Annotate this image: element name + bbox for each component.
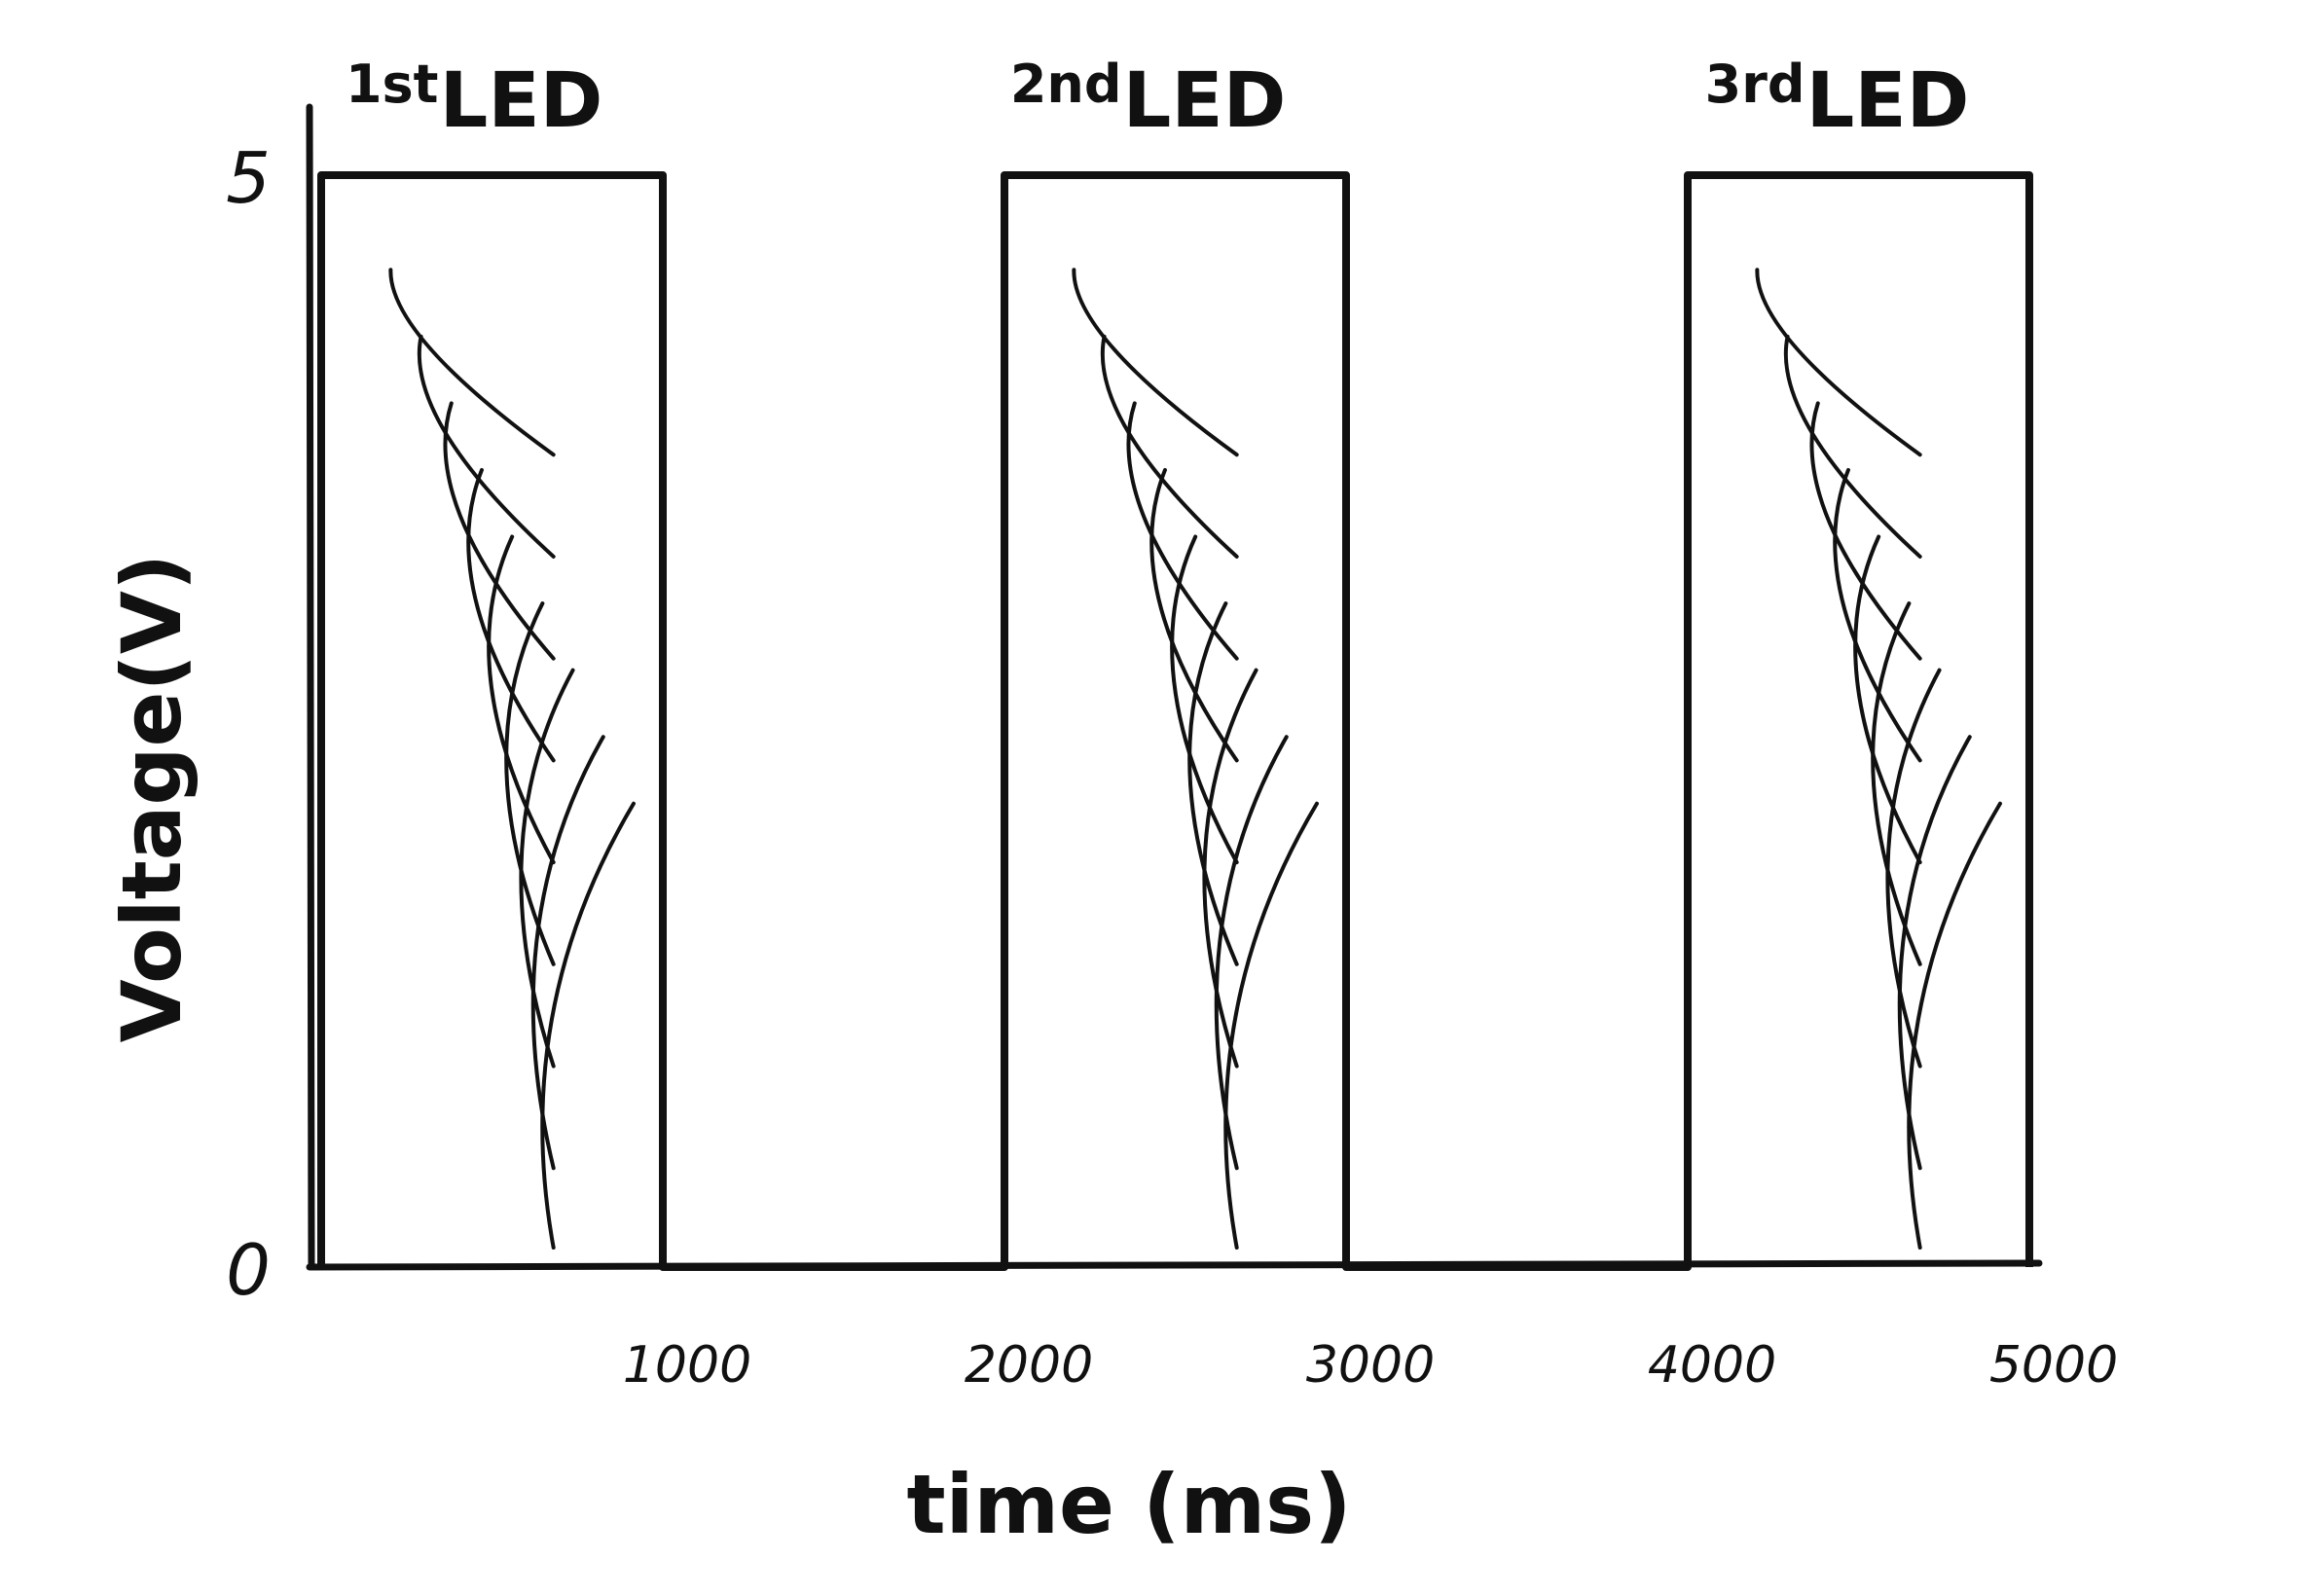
y-tick-label: 5 — [226, 137, 271, 219]
annotation-label: LED — [1806, 57, 1970, 145]
x-tick-label: 3000 — [1306, 1336, 1435, 1395]
x-tick-label: 4000 — [1648, 1336, 1776, 1395]
hatch-stroke — [1074, 270, 1236, 454]
x-tick-label: 5000 — [1989, 1336, 2118, 1395]
hatch-stroke — [1103, 337, 1237, 557]
annotation-ordinal: 1st — [346, 54, 439, 115]
hatch-stroke — [521, 671, 572, 1067]
annotation-ordinal: 3rd — [1705, 54, 1805, 115]
y-axis-label: Voltage(V) — [104, 554, 200, 1043]
annotation-label: LED — [1123, 57, 1287, 145]
hatch-stroke — [542, 804, 634, 1248]
x-axis-label: time (ms) — [907, 1457, 1352, 1552]
hatch-stroke — [1909, 804, 2000, 1248]
hatch-stroke — [419, 337, 554, 557]
hatch-stroke — [1786, 337, 1920, 557]
pulse-annotations: 1st LED 2nd LED 3rd LED — [346, 54, 1969, 145]
x-tick-label: 2000 — [965, 1336, 1093, 1395]
annotation-label: LED — [440, 57, 603, 145]
pulse-hatching — [390, 270, 2000, 1248]
y-tick-label: 0 — [226, 1229, 271, 1311]
series-line-0 — [321, 175, 2029, 1267]
x-axis — [310, 1263, 2039, 1267]
hatch-stroke — [1225, 804, 1317, 1248]
hatch-stroke — [1757, 270, 1919, 454]
hatch-stroke — [1887, 671, 1939, 1067]
pulse-series — [321, 175, 2029, 1267]
hatch-stroke — [390, 270, 553, 454]
hatch-stroke — [1204, 671, 1256, 1067]
annotation-ordinal: 2nd — [1010, 54, 1122, 115]
y-axis — [310, 107, 311, 1267]
x-tick-label: 1000 — [623, 1336, 751, 1395]
